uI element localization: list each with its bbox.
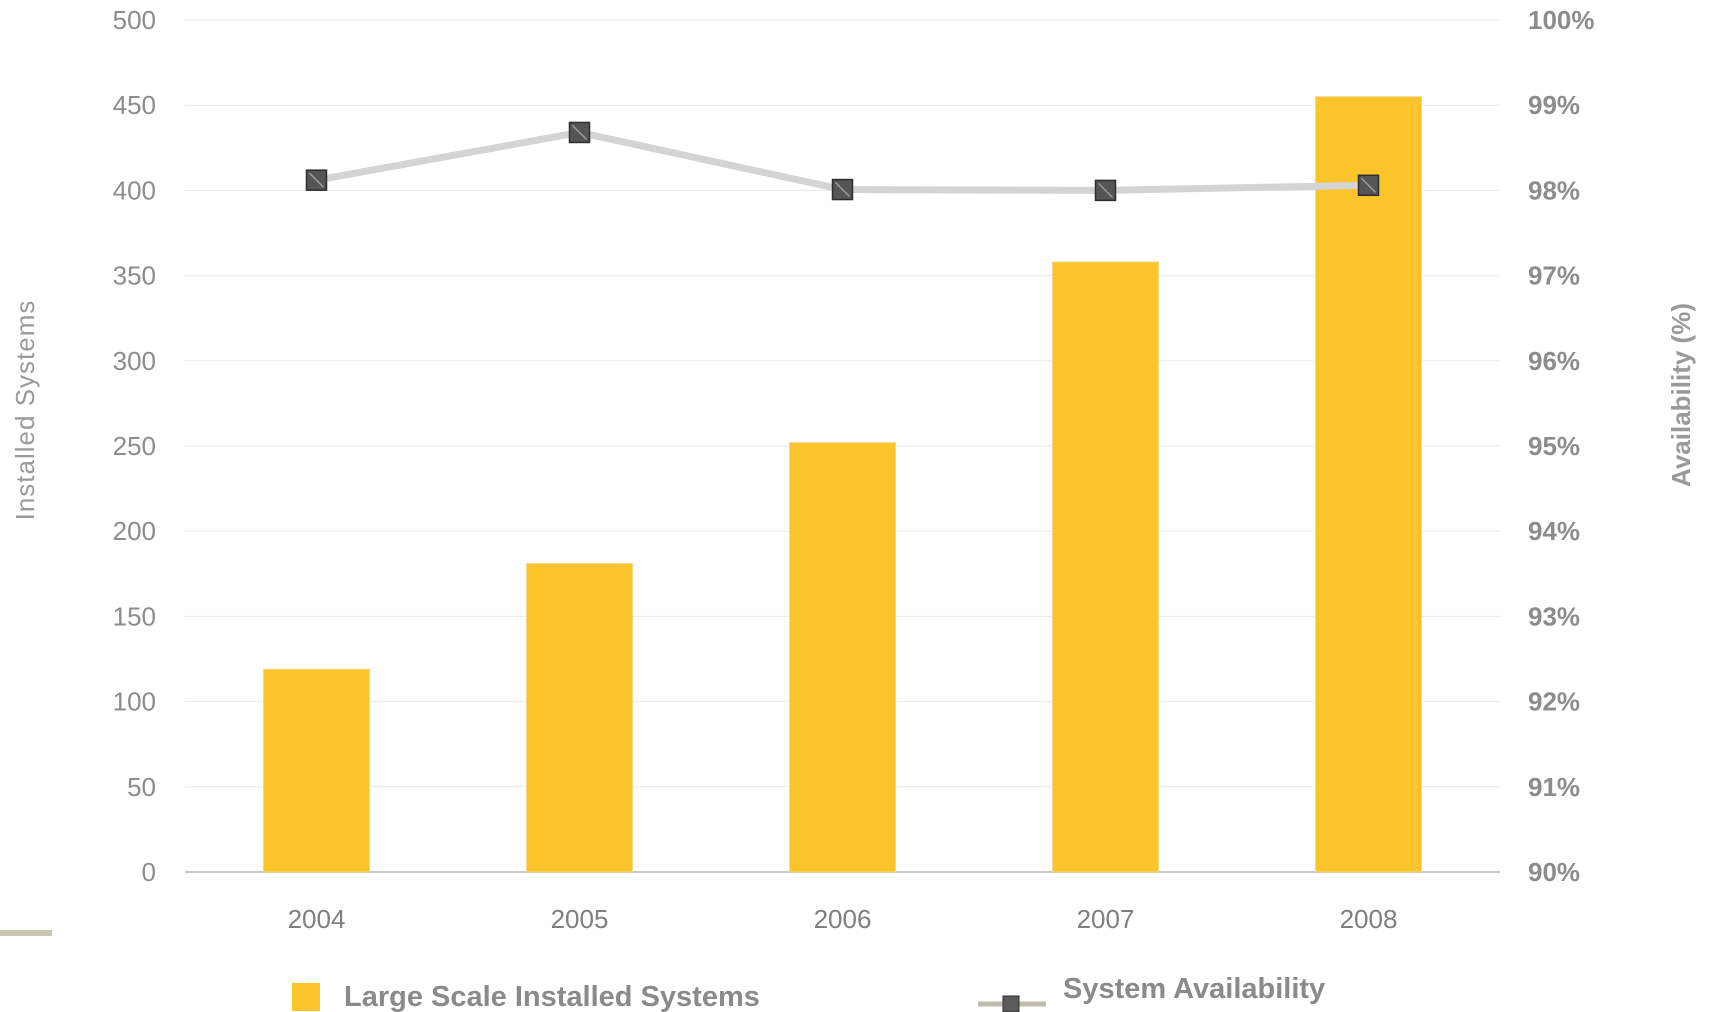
right-tick-label: 100% xyxy=(1528,5,1595,35)
x-tick-label: 2006 xyxy=(814,904,872,934)
bar-2008 xyxy=(1315,96,1422,873)
bar-2006 xyxy=(789,442,896,873)
corner-accent-bar xyxy=(0,930,52,936)
legend-bar-label: Large Scale Installed Systems xyxy=(344,981,760,1012)
bar-2007 xyxy=(1052,261,1159,873)
left-tick-label: 300 xyxy=(113,346,156,376)
left-tick-label: 100 xyxy=(113,687,156,717)
right-tick-label: 98% xyxy=(1528,175,1580,205)
line-series xyxy=(305,121,1380,202)
legend-line-label: System Availability xyxy=(1063,973,1325,1005)
left-tick-label: 250 xyxy=(113,431,156,461)
marker-highlight xyxy=(1360,177,1377,193)
left-tick-label: 500 xyxy=(113,5,156,35)
left-tick-label: 350 xyxy=(113,261,156,291)
bar-2005 xyxy=(526,563,633,873)
marker-highlight xyxy=(308,172,325,188)
legend: Large Scale Installed Systems System Ava… xyxy=(292,973,1325,1012)
marker-highlight xyxy=(1097,182,1114,198)
x-tick-label: 2008 xyxy=(1340,904,1398,934)
left-axis-title: Installed Systems xyxy=(10,300,40,521)
left-tick-label: 200 xyxy=(113,516,156,546)
right-tick-label: 96% xyxy=(1528,346,1580,376)
right-tick-label: 97% xyxy=(1528,261,1580,291)
right-tick-label: 93% xyxy=(1528,601,1580,631)
bar-series xyxy=(263,96,1422,873)
right-tick-label: 90% xyxy=(1528,857,1580,887)
left-tick-label: 0 xyxy=(142,857,156,887)
right-tick-label: 94% xyxy=(1528,516,1580,546)
left-tick-label: 50 xyxy=(127,772,156,802)
right-axis-ticks: 90% 91% 92% 93% 94% 95% 96% 97% 98% 99% 100% xyxy=(1528,5,1595,887)
x-tick-label: 2004 xyxy=(288,904,346,934)
left-tick-label: 150 xyxy=(113,601,156,631)
legend-line-marker xyxy=(1002,995,1020,1012)
right-tick-label: 95% xyxy=(1528,431,1580,461)
right-axis-title: Availability (%) xyxy=(1666,303,1696,487)
left-tick-label: 450 xyxy=(113,90,156,120)
left-axis-ticks: 0 50 100 150 200 250 300 350 400 450 500 xyxy=(113,5,156,887)
legend-bar-swatch xyxy=(292,983,320,1011)
x-axis-ticks: 2004 2005 2006 2007 2008 xyxy=(288,904,1398,934)
right-tick-label: 91% xyxy=(1528,772,1580,802)
bar-2004 xyxy=(263,668,370,873)
x-tick-label: 2005 xyxy=(551,904,609,934)
right-tick-label: 99% xyxy=(1528,90,1580,120)
marker-highlight xyxy=(834,182,851,198)
marker-highlight xyxy=(571,124,588,140)
right-tick-label: 92% xyxy=(1528,687,1580,717)
x-tick-label: 2007 xyxy=(1077,904,1135,934)
left-tick-label: 400 xyxy=(113,175,156,205)
